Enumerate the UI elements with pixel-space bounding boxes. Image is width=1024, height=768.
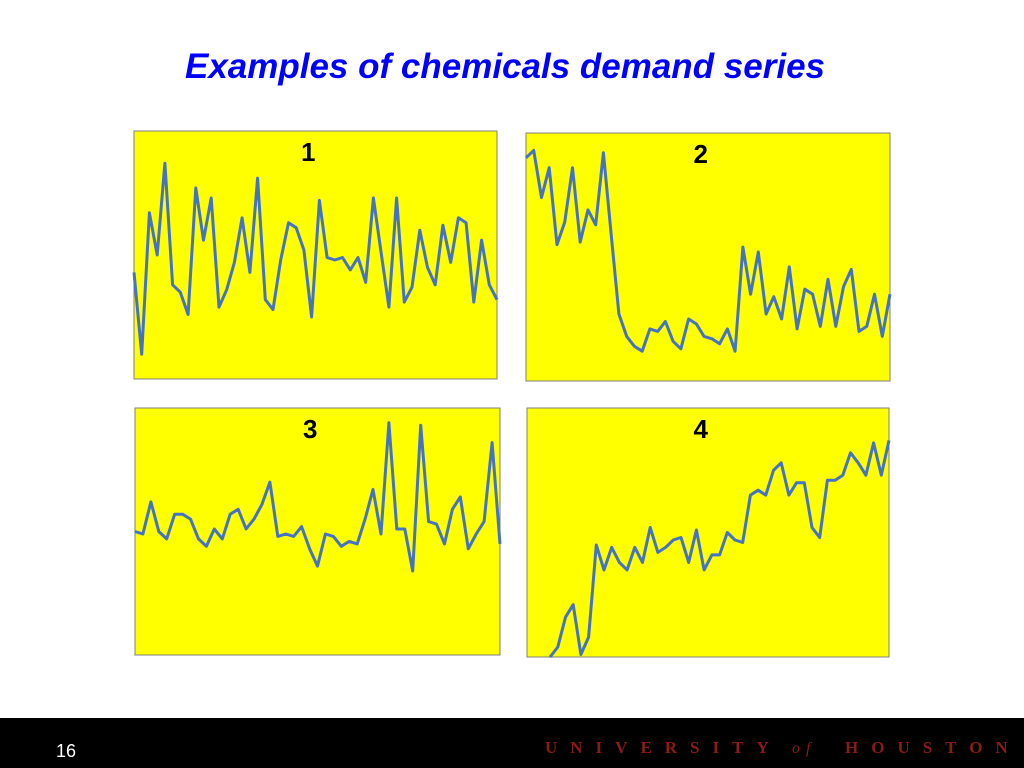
chart-title: 1 <box>301 137 315 167</box>
plot-area <box>526 407 890 658</box>
of: of <box>792 740 816 757</box>
chart-title: 3 <box>303 414 317 444</box>
plot-area <box>525 132 891 382</box>
chart-title: 2 <box>693 139 707 169</box>
chart-title: 4 <box>694 414 709 444</box>
series-line <box>132 161 499 356</box>
series-line <box>524 148 892 353</box>
plot-area <box>134 407 501 656</box>
slide-title: Examples of chemicals demand series <box>185 47 825 86</box>
institution: HOUSTON <box>845 738 1021 757</box>
series-line <box>548 440 891 658</box>
footer-bar <box>0 718 1024 768</box>
series-line <box>134 421 502 573</box>
university: UNIVERSITY <box>545 738 782 757</box>
page-number: 16 <box>56 741 76 761</box>
